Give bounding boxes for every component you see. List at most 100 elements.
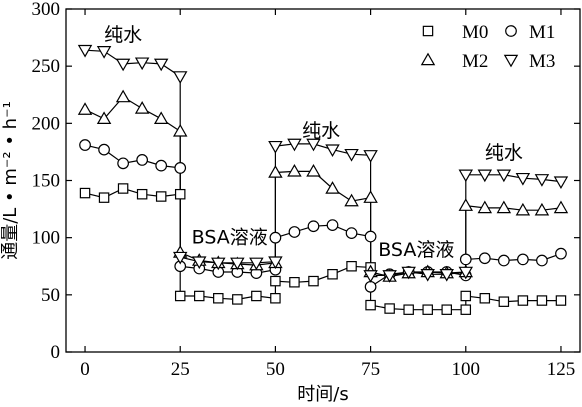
data-point-m2 <box>172 123 188 137</box>
legend-marker-m1 <box>505 25 517 37</box>
data-point-m3 <box>192 256 207 270</box>
series-markers <box>77 44 569 315</box>
data-point-m3 <box>534 174 550 187</box>
data-point-m2 <box>306 163 321 177</box>
data-point-m1 <box>555 247 567 260</box>
data-point-m0 <box>136 188 148 200</box>
data-point-m2 <box>344 193 359 207</box>
data-point-m0 <box>327 269 338 280</box>
data-point-m3 <box>496 169 512 183</box>
x-axis-ticks: 0 25 50 75 100 125 <box>80 9 575 380</box>
data-point-m3 <box>439 269 454 282</box>
data-point-m0 <box>174 290 186 302</box>
data-point-m1 <box>79 139 91 151</box>
data-point-m3 <box>477 169 493 183</box>
data-point-m3 <box>382 270 397 283</box>
y-tick-label: 100 <box>32 228 61 249</box>
annotation-label: BSA溶液 <box>192 227 268 249</box>
data-point-m3 <box>268 256 283 270</box>
data-point-m1 <box>345 227 358 239</box>
data-point-m2 <box>477 200 493 214</box>
data-point-m0 <box>384 303 395 314</box>
data-point-m0 <box>213 293 224 304</box>
data-point-m0 <box>517 295 529 306</box>
data-point-m3 <box>515 172 531 186</box>
data-point-m3 <box>306 138 321 152</box>
data-point-m0 <box>555 295 567 306</box>
legend-label-m3: M3 <box>529 51 555 72</box>
data-point-m0 <box>308 275 319 287</box>
data-point-m1 <box>288 226 301 238</box>
series-line-m0 <box>84 187 561 311</box>
legend-marker-m0 <box>422 25 434 37</box>
data-point-m0 <box>270 275 281 287</box>
data-point-m1 <box>536 254 548 267</box>
x-tick-label: 125 <box>547 359 576 380</box>
data-point-m1 <box>364 230 377 243</box>
data-point-m1 <box>269 231 282 244</box>
data-point-m1 <box>174 162 187 174</box>
data-point-m2 <box>268 165 283 178</box>
data-point-m0 <box>270 293 281 304</box>
data-point-m0 <box>536 295 548 306</box>
x-tick-label: 0 <box>80 359 90 380</box>
data-point-m2 <box>553 200 569 214</box>
y-axis-ticks: 0 50 100 150 200 250 300 <box>32 0 580 363</box>
data-point-m0 <box>441 304 452 315</box>
data-point-m0 <box>251 290 262 302</box>
data-point-m3 <box>287 138 302 152</box>
data-point-m0 <box>460 304 472 315</box>
data-point-m0 <box>79 187 91 199</box>
data-point-m2 <box>496 200 512 214</box>
data-point-m1 <box>307 220 320 233</box>
legend-marker-m2 <box>420 52 436 66</box>
x-tick-label: 25 <box>171 359 190 380</box>
data-point-m0 <box>117 183 129 194</box>
data-point-m1 <box>136 154 149 166</box>
data-point-m0 <box>98 192 110 203</box>
data-point-m3 <box>268 140 283 154</box>
data-point-m2 <box>363 190 378 203</box>
legend-label-m0: M0 <box>462 22 488 43</box>
data-point-m1 <box>517 253 529 266</box>
annotation-label: 纯水 <box>104 24 142 46</box>
data-point-m3 <box>344 148 359 162</box>
data-point-m0 <box>155 191 167 202</box>
data-point-m1 <box>117 157 129 170</box>
data-point-m2 <box>534 202 550 216</box>
y-tick-label: 250 <box>32 56 61 77</box>
data-point-m3 <box>420 269 435 282</box>
x-tick-label: 50 <box>266 359 285 380</box>
annotation-label: 纯水 <box>302 120 340 142</box>
data-point-m3 <box>363 150 378 163</box>
data-point-m0 <box>498 296 510 307</box>
data-point-m1 <box>98 143 110 156</box>
y-tick-label: 150 <box>32 171 61 192</box>
data-point-m3 <box>77 44 93 58</box>
legend-label-m1: M1 <box>529 22 555 43</box>
data-point-m1 <box>497 254 510 267</box>
data-point-m3 <box>115 58 131 72</box>
data-point-m3 <box>363 270 378 283</box>
data-point-m2 <box>153 111 169 125</box>
data-point-m2 <box>115 89 131 103</box>
data-point-m2 <box>287 163 302 177</box>
data-point-m0 <box>365 299 376 311</box>
data-point-m0 <box>194 290 205 302</box>
data-point-m0 <box>232 294 243 305</box>
data-point-m1 <box>155 159 168 172</box>
data-point-m3 <box>458 266 474 280</box>
legend-marker-m3 <box>503 54 519 68</box>
data-point-m2 <box>77 102 93 115</box>
data-point-m1 <box>459 253 472 266</box>
data-point-m0 <box>174 188 186 200</box>
data-point-m3 <box>230 257 245 271</box>
data-point-m3 <box>134 57 150 71</box>
data-point-m1 <box>364 280 377 293</box>
data-point-m0 <box>479 293 491 304</box>
data-point-m1 <box>478 252 491 265</box>
data-point-m3 <box>172 251 188 265</box>
annotations: 纯水 BSA溶液 纯水 BSA溶液 纯水 <box>104 24 523 261</box>
